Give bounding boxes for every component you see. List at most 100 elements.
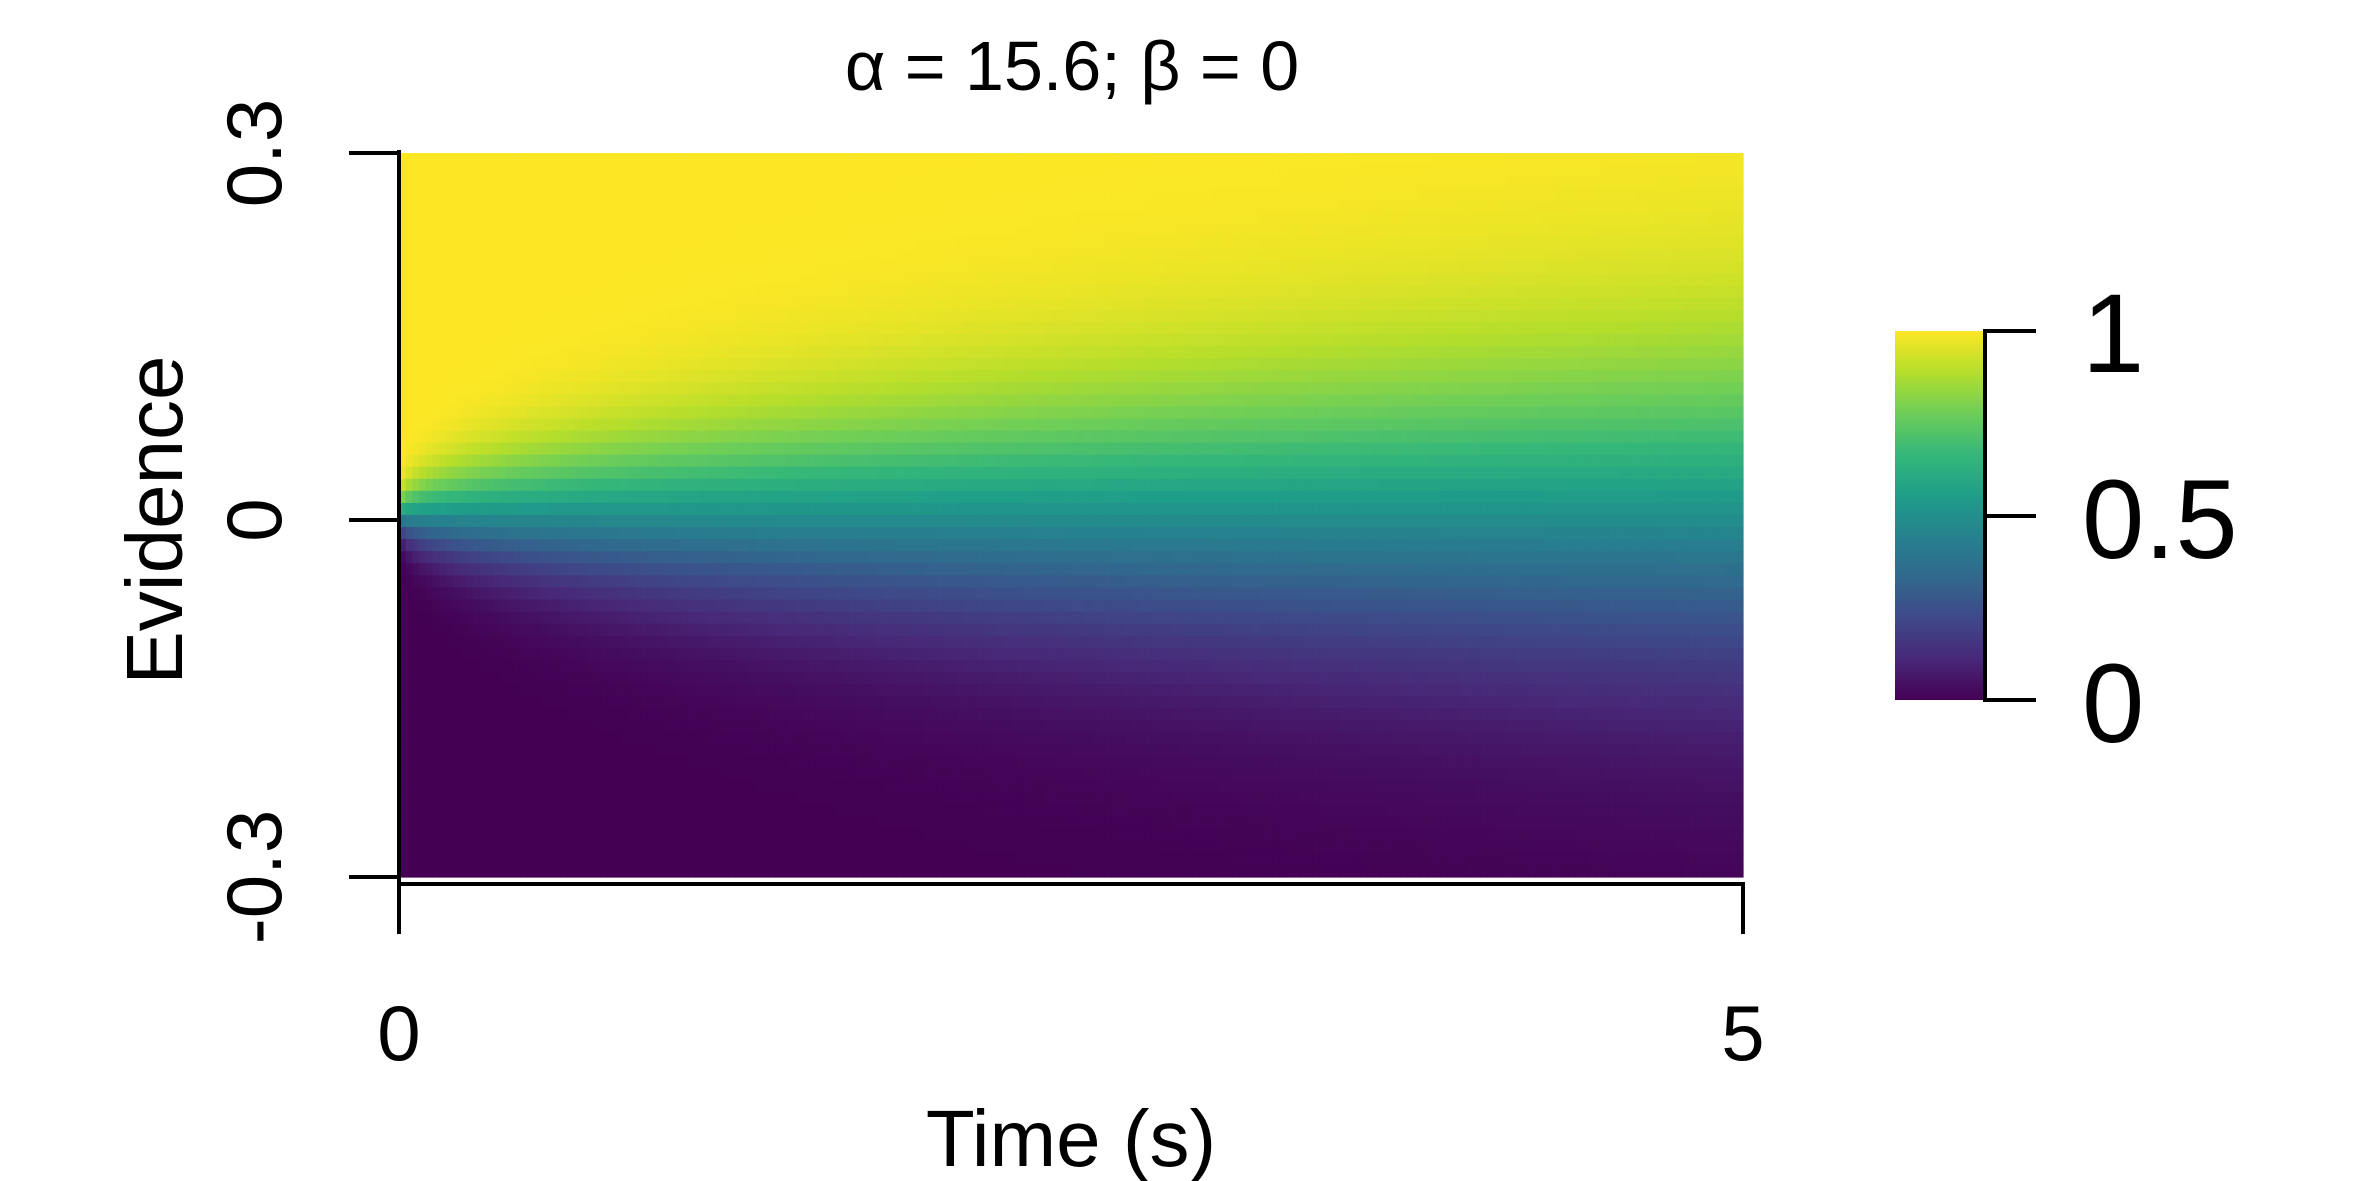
heatmap-cell [1205,382,1213,395]
heatmap-cell [909,406,918,420]
heatmap-cell [452,153,461,166]
heatmap-cell [459,309,467,323]
heatmap-cell [1595,285,1603,299]
heatmap-cell [943,201,951,214]
heatmap-cell [1487,382,1495,395]
heatmap-cell [1669,285,1677,299]
heatmap-cell [768,382,776,395]
heatmap-cell [1454,285,1462,299]
heatmap-cell [1071,165,1079,178]
heatmap-cell [640,225,649,239]
heatmap-cell [1601,346,1610,359]
heatmap-cell [432,418,440,432]
heatmap-cell [486,285,494,299]
heatmap-cell [486,261,494,275]
heatmap-cell [1252,334,1260,347]
heatmap-cell [950,201,958,214]
heatmap-cell [546,418,555,432]
heatmap-cell [1312,261,1321,275]
heatmap-cell [533,153,541,166]
heatmap-cell [614,382,622,395]
heatmap-cell [882,370,891,383]
heatmap-cell [1359,165,1368,178]
heatmap-cell [1252,394,1260,407]
heatmap-cell [903,321,911,335]
heatmap-cell [1541,237,1549,251]
heatmap-cell [614,249,622,263]
heatmap-cell [768,442,776,456]
heatmap-cell [1447,153,1455,166]
heatmap-cell [1689,249,1697,263]
heatmap-cell [1575,309,1583,323]
heatmap-cell [829,418,837,432]
heatmap-cell [446,177,454,190]
heatmap-cell [587,225,595,239]
heatmap-cell [1191,346,1200,359]
heatmap-cell [1494,273,1502,287]
heatmap-cell [1272,358,1280,371]
heatmap-cell [1077,334,1086,347]
heatmap-cell [1312,189,1321,202]
heatmap-cell [1158,442,1166,456]
heatmap-cell [567,430,575,444]
heatmap-cell [1682,177,1690,190]
heatmap-cell [1312,165,1321,178]
heatmap-cell [1366,442,1374,456]
heatmap-cell [627,406,635,420]
heatmap-cell [1104,177,1112,190]
heatmap-cell [1648,370,1657,383]
heatmap-cell [1091,285,1099,299]
heatmap-cell [627,309,635,323]
heatmap-cell [1010,153,1018,166]
heatmap-cell [694,430,702,444]
heatmap-cell [1118,358,1126,371]
heatmap-cell [1622,394,1630,407]
heatmap-cell [1454,442,1462,456]
heatmap-cell [1561,201,1569,214]
heatmap-cell [983,334,991,347]
heatmap-cell [1245,321,1254,335]
heatmap-cell [1118,370,1126,383]
heatmap-cell [1427,177,1435,190]
heatmap-cell [1111,442,1119,456]
heatmap-cell [593,189,602,202]
heatmap-cell [432,406,440,420]
heatmap-cell [419,334,427,347]
heatmap-cell [1494,165,1502,178]
heatmap-cell [1252,213,1260,226]
heatmap-cell [620,358,629,371]
heatmap-cell [1118,406,1126,420]
heatmap-cell [1212,285,1220,299]
heatmap-cell [446,370,454,383]
heatmap-cell [425,285,434,299]
heatmap-cell [1501,309,1509,323]
heatmap-cell [593,237,602,251]
heatmap-cell [829,406,837,420]
heatmap-cell [1205,285,1213,299]
heatmap-cell [1433,225,1442,239]
heatmap-cell [976,394,985,407]
heatmap-cell [1218,430,1227,444]
heatmap-cell [1286,189,1294,202]
heatmap-cell [1393,321,1401,335]
heatmap-cell [842,225,850,239]
heatmap-cell [1359,382,1368,395]
heatmap-cell [1467,189,1475,202]
heatmap-cell [1118,201,1126,214]
heatmap-cell [755,418,763,432]
heatmap-cell [1413,261,1422,275]
heatmap-cell [701,442,709,456]
heatmap-cell [681,321,689,335]
heatmap-cell [1339,153,1348,166]
heatmap-cell [1050,370,1059,383]
heatmap-cell [896,189,904,202]
heatmap-cell [1729,382,1737,395]
heatmap-cell [1615,321,1623,335]
heatmap-cell [1097,418,1106,432]
heatmap-cell [620,442,629,456]
heatmap-cell [1722,406,1731,420]
heatmap-cell [1144,418,1153,432]
heatmap-cell [1138,165,1146,178]
heatmap-cell [761,165,770,178]
heatmap-cell [970,261,978,275]
